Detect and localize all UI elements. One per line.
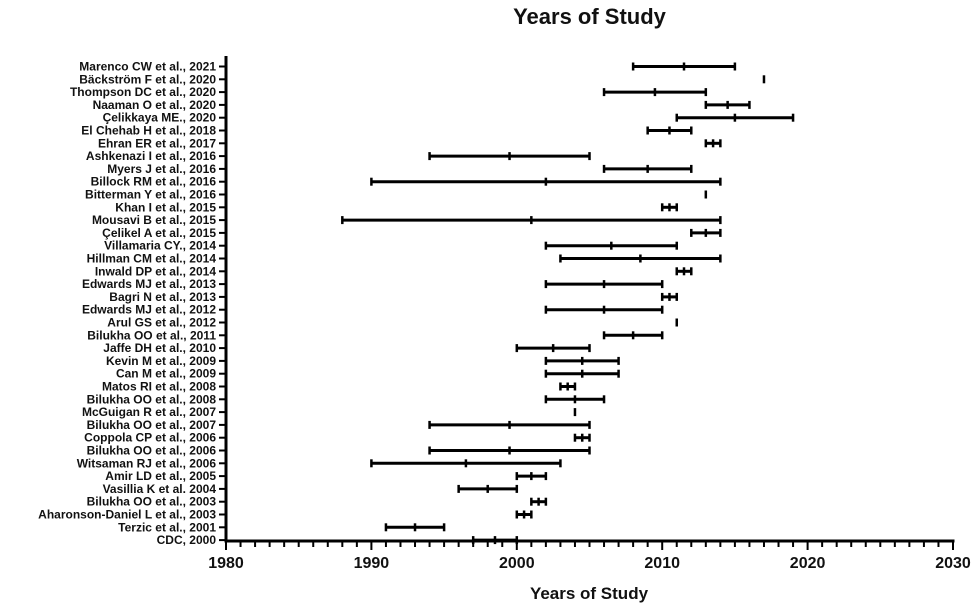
- study-label: Vasillia K et al. 2004: [103, 482, 217, 496]
- study-range: [602, 164, 693, 173]
- study-label: Çelikkaya ME., 2020: [103, 111, 217, 125]
- study-range: [559, 254, 722, 263]
- study-label: Naaman O et al., 2020: [93, 98, 217, 112]
- study-label: Bilukha OO et al., 2003: [87, 495, 217, 509]
- x-tick-label: 2020: [790, 555, 826, 572]
- study-label: Çelikel A et al., 2015: [102, 226, 216, 240]
- study-range: [690, 228, 722, 237]
- study-range: [704, 100, 751, 109]
- study-range: [660, 292, 678, 301]
- study-range: [457, 484, 519, 493]
- study-range: [559, 382, 577, 391]
- study-range: [573, 433, 591, 442]
- study-label: Bilukha OO et al., 2008: [87, 392, 217, 406]
- x-tick-label: 2010: [644, 555, 680, 572]
- study-label: Bitterman Y et al., 2016: [85, 188, 216, 202]
- x-axis-label: Years of Study: [530, 584, 649, 603]
- study-range: [602, 331, 664, 340]
- x-tick-label: 2030: [935, 555, 971, 572]
- study-label: Villamaria CY., 2014: [104, 239, 216, 253]
- study-label: Khan I et al., 2015: [115, 200, 216, 214]
- study-range: [660, 203, 678, 212]
- study-label: Bilukha OO et al., 2011: [87, 328, 216, 342]
- study-label: Edwards MJ et al., 2013: [82, 277, 216, 291]
- study-label: Mousavi B et al., 2015: [92, 213, 216, 227]
- study-label: Aharonson-Daniel L et al., 2003: [38, 508, 216, 522]
- study-label: Hillman CM et al., 2014: [87, 252, 217, 266]
- x-tick-label: 2000: [499, 555, 535, 572]
- study-label: Amir LD et al., 2005: [105, 469, 216, 483]
- study-range: [704, 139, 722, 148]
- study-label: Jaffe DH et al., 2010: [103, 341, 216, 355]
- study-range: [428, 152, 591, 161]
- study-range: [428, 420, 591, 429]
- study-label: Bilukha OO et al., 2006: [87, 444, 217, 458]
- study-range: [646, 126, 693, 135]
- study-label: Ashkenazi I et al., 2016: [86, 149, 216, 163]
- study-range: [370, 177, 722, 186]
- study-label: Arul GS et al., 2012: [107, 316, 216, 330]
- study-label: Terzic et al., 2001: [118, 520, 216, 534]
- study-label: Kevin M et al., 2009: [106, 354, 216, 368]
- x-axis-ticks: 1980 1990 2000 2010 2020 2030: [208, 541, 971, 572]
- chart-title: Years of Study: [513, 4, 666, 29]
- study-range: [384, 523, 446, 532]
- study-range: [544, 356, 620, 365]
- study-range: [515, 472, 548, 481]
- study-label: Inwald DP et al., 2014: [95, 264, 216, 278]
- study-range: [675, 267, 693, 276]
- study-range: [544, 395, 606, 404]
- study-range: [544, 369, 620, 378]
- study-range: [428, 446, 591, 455]
- study-label: Coppola CP et al., 2006: [84, 431, 216, 445]
- study-ranges: [341, 62, 795, 545]
- study-label: Thompson DC et al., 2020: [70, 85, 216, 99]
- study-range: [602, 88, 708, 97]
- study-range: [370, 459, 562, 468]
- study-label: Marenco CW et al., 2021: [79, 60, 216, 74]
- study-label: Bilukha OO et al., 2007: [87, 418, 217, 432]
- study-range: [515, 510, 533, 519]
- study-label: Myers J et al., 2016: [107, 162, 216, 176]
- x-tick-label: 1990: [354, 555, 390, 572]
- study-label: Bagri N et al., 2013: [109, 290, 216, 304]
- study-label: Matos RI et al., 2008: [102, 380, 216, 394]
- study-range: [530, 497, 548, 506]
- study-label: CDC, 2000: [157, 533, 217, 547]
- study-range: [544, 305, 664, 314]
- study-range: [631, 62, 737, 71]
- study-label: Billock RM et al., 2016: [91, 175, 217, 189]
- study-label: Bäckström F et al., 2020: [79, 72, 216, 86]
- study-label: Witsaman RJ et al., 2006: [77, 456, 217, 470]
- study-range: [544, 280, 664, 289]
- study-range: [544, 241, 678, 250]
- study-label: Ehran ER et al., 2017: [98, 136, 216, 150]
- study-range: [675, 113, 795, 122]
- study-label: El Chehab H et al., 2018: [81, 124, 216, 138]
- axes: [219, 56, 955, 543]
- study-range: [341, 216, 722, 225]
- study-label: Edwards MJ et al., 2012: [82, 303, 216, 317]
- x-tick-label: 1980: [208, 555, 244, 572]
- study-range: [515, 344, 591, 353]
- study-label: McGuigan R et al., 2007: [82, 405, 216, 419]
- study-label: Can M et al., 2009: [116, 367, 216, 381]
